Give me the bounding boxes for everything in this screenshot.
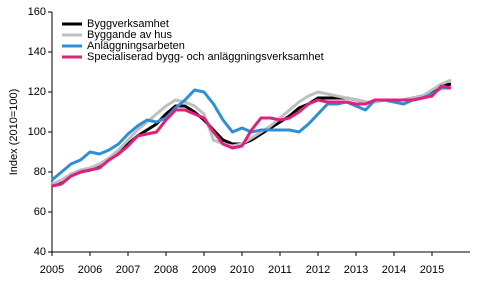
- legend-label: Byggande av hus: [87, 29, 173, 41]
- x-tick-label: 2012: [306, 264, 330, 276]
- legend-label: Byggverksamhet: [87, 18, 169, 30]
- x-tick-label: 2014: [382, 264, 406, 276]
- x-tick-label: 2010: [230, 264, 254, 276]
- x-tick-label: 2005: [40, 264, 64, 276]
- y-tick-label: 100: [28, 126, 46, 138]
- y-tick-label: 40: [34, 246, 46, 258]
- series-line: [51, 84, 452, 188]
- y-tick-label: 140: [28, 46, 46, 58]
- series-line: [51, 86, 451, 182]
- x-tick-label: 2011: [268, 264, 292, 276]
- y-tick-label: 120: [28, 86, 46, 98]
- y-axis-label: Index (2010=100): [8, 89, 20, 176]
- x-tick-label: 2009: [192, 264, 216, 276]
- x-tick-label: 2006: [78, 264, 102, 276]
- x-tick-label: 2007: [116, 264, 140, 276]
- x-tick-label: 2008: [154, 264, 178, 276]
- y-tick-label: 160: [28, 6, 46, 18]
- legend-label: Specialiserad bygg- och anläggningsverks…: [87, 51, 324, 63]
- x-tick-label: 2013: [344, 264, 368, 276]
- x-tick-label: 2015: [420, 264, 444, 276]
- y-tick-label: 60: [34, 206, 46, 218]
- y-tick-label: 80: [34, 166, 46, 178]
- legend-label: Anläggningsarbeten: [87, 40, 185, 52]
